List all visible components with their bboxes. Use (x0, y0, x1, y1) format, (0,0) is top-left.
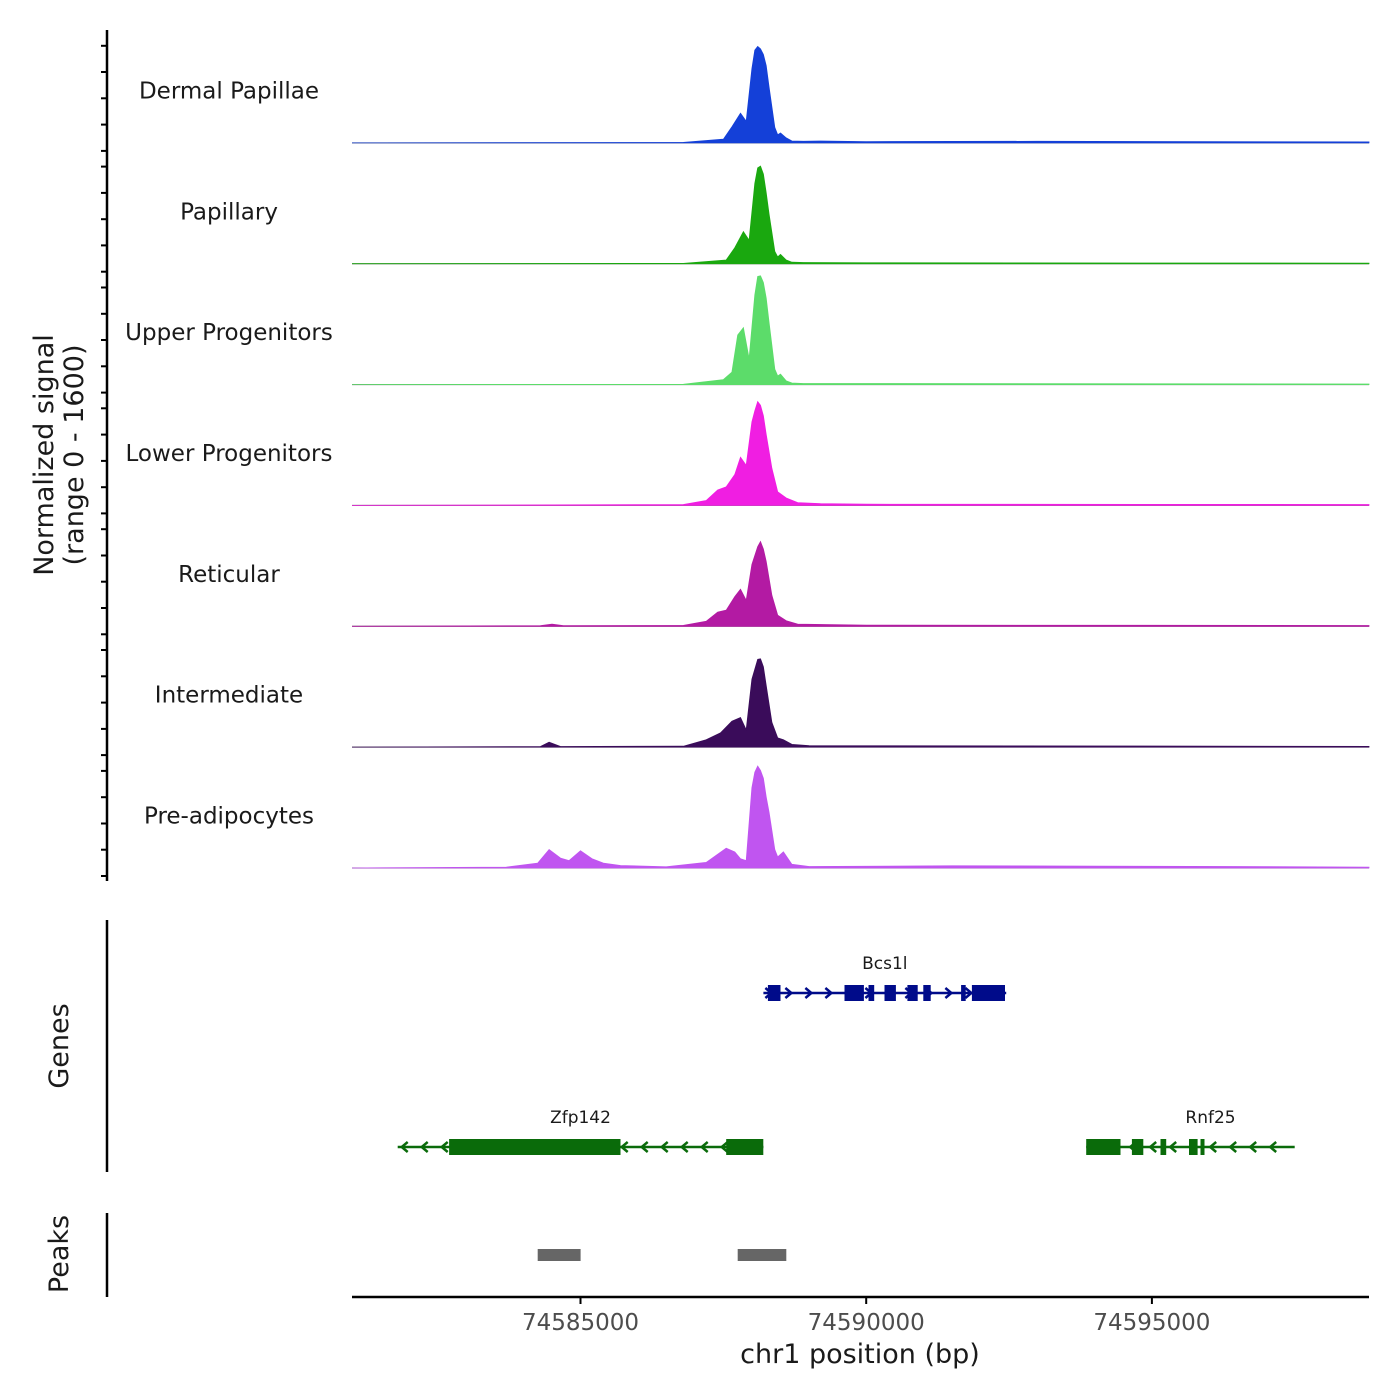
strand-arrow (439, 1141, 449, 1153)
track-label-dermal-papillae: Dermal Papillae (139, 78, 319, 104)
strand-arrow (1168, 1141, 1177, 1153)
strand-arrow (824, 987, 834, 999)
strand-arrow (964, 987, 974, 999)
y-axis-range: (range 0 - 1600) (59, 345, 90, 566)
exon (844, 985, 864, 1001)
signal-area-intermediate (351, 658, 1370, 748)
exon (907, 985, 918, 1001)
y-axis-label: Normalized signal (29, 334, 60, 576)
strand-arrow (1228, 1141, 1237, 1153)
gene-label-rnf25: Rnf25 (1185, 1108, 1235, 1128)
signal-area-dermal-papillae (351, 45, 1370, 144)
track-label-lower-progenitors: Lower Progenitors (126, 441, 333, 467)
strand-arrow (419, 1141, 429, 1153)
coverage-tracks: Dermal Papillae Papillary Upper Progenitor… (125, 45, 1370, 869)
exon (1200, 1139, 1205, 1155)
strand-arrow (944, 987, 954, 999)
exon (1160, 1139, 1167, 1155)
strand-arrow (784, 987, 794, 999)
peak-region (537, 1249, 581, 1261)
genes-title: Genes (44, 1003, 75, 1088)
genes-label: Genes (44, 1003, 75, 1088)
track-pre-adipocytes: Pre-adipocytes (144, 765, 1370, 869)
gene-rnf25: Rnf25 (1086, 1108, 1295, 1155)
track-dermal-papillae: Dermal Papillae (139, 45, 1370, 144)
strand-arrow (659, 1141, 669, 1153)
track-label-intermediate: Intermediate (155, 683, 303, 709)
exon (971, 985, 1005, 1001)
strand-arrow (1248, 1141, 1257, 1153)
gene-zfp142: Zfp142 (397, 1108, 764, 1155)
x-tick-label: 74585000 (522, 1310, 639, 1336)
signal-area-lower-progenitors (351, 400, 1370, 506)
peak-region (737, 1249, 787, 1261)
strand-arrow (1148, 1141, 1157, 1153)
strand-arrow (679, 1141, 689, 1153)
exon (868, 985, 875, 1001)
exon (1189, 1139, 1198, 1155)
x-tick-label: 74590000 (808, 1310, 925, 1336)
signal-area-upper-progenitors (351, 275, 1370, 385)
strand-arrow (1268, 1141, 1277, 1153)
strand-arrow (619, 1141, 629, 1153)
track-intermediate: Intermediate (155, 658, 1370, 748)
strand-arrow (399, 1141, 409, 1153)
coverage-axis (101, 30, 109, 881)
strand-arrow (804, 987, 814, 999)
peaks-title: Peaks (44, 1215, 75, 1293)
signal-area-pre-adipocytes (351, 765, 1370, 869)
strand-arrow (1208, 1141, 1217, 1153)
signal-area-reticular (351, 540, 1370, 627)
exon (726, 1139, 764, 1155)
track-upper-progenitors: Upper Progenitors (125, 275, 1370, 386)
signal-area-papillary (351, 165, 1370, 265)
gene-label-zfp142: Zfp142 (550, 1108, 611, 1128)
track-reticular: Reticular (178, 540, 1370, 627)
exon (1086, 1139, 1121, 1155)
exon (923, 985, 931, 1001)
exon (884, 985, 896, 1001)
track-papillary: Papillary (180, 165, 1370, 265)
track-label-upper-progenitors: Upper Progenitors (125, 320, 333, 346)
gene-bcs1l: Bcs1l (763, 954, 1007, 1001)
exon (449, 1139, 621, 1155)
strand-arrow (719, 1141, 729, 1153)
peaks-label: Peaks (44, 1215, 75, 1293)
track-label-pre-adipocytes: Pre-adipocytes (144, 804, 314, 830)
y-axis-title: Normalized signal (range 0 - 1600) (29, 334, 90, 576)
gene-label-bcs1l: Bcs1l (862, 954, 907, 974)
track-label-reticular: Reticular (178, 562, 280, 588)
exon (961, 985, 966, 1001)
peak-track (537, 1249, 787, 1261)
exon (1131, 1139, 1144, 1155)
x-tick-label: 74595000 (1093, 1310, 1210, 1336)
track-label-papillary: Papillary (180, 199, 278, 225)
exon (767, 985, 781, 1001)
strand-arrow (699, 1141, 709, 1153)
gene-track: Bcs1l Zfp142 Rnf25 (397, 954, 1295, 1155)
x-axis-title: chr1 position (bp) (740, 1339, 980, 1370)
strand-arrow (639, 1141, 649, 1153)
x-axis-ticks: 74585000 74590000 74595000 (522, 1297, 1210, 1336)
track-lower-progenitors: Lower Progenitors (126, 400, 1370, 506)
